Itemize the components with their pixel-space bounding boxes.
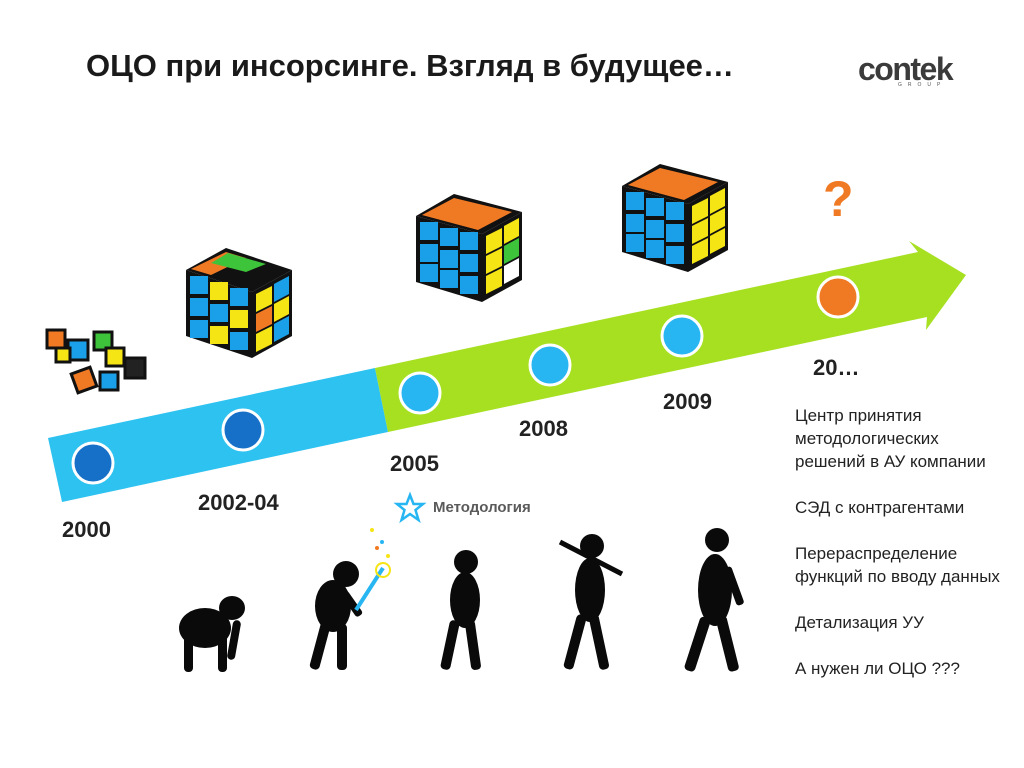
year-label-future: 20… xyxy=(813,355,860,380)
note-item: СЭД с контрагентами xyxy=(795,498,965,517)
silhouette-caveman xyxy=(558,534,624,670)
logo-word: contek xyxy=(858,51,954,87)
year-label-2005: 2005 xyxy=(390,451,439,476)
silhouette-wand-figure xyxy=(309,528,391,670)
year-label-2002-04: 2002-04 xyxy=(198,490,279,515)
silhouette-modern-human xyxy=(684,528,744,672)
logo-sub: GROUP xyxy=(898,82,947,88)
star-icon xyxy=(393,491,427,524)
year-label-2008: 2008 xyxy=(519,416,568,441)
silhouette-ape xyxy=(179,596,245,672)
node-2009 xyxy=(660,314,704,358)
question-mark: ? xyxy=(823,171,854,227)
note-item: Перераспределение функций по вводу данны… xyxy=(795,544,1000,586)
timeline-blue-band xyxy=(48,368,388,502)
node-future xyxy=(816,275,860,319)
slide-title: ОЦО при инсорсинге. Взгляд в будущее… xyxy=(86,48,734,83)
future-notes: Центр принятия методологических решений … xyxy=(795,404,1010,680)
node-2008 xyxy=(528,343,572,387)
note-item: Центр принятия методологических решений … xyxy=(795,406,986,471)
year-label-2000: 2000 xyxy=(62,517,111,542)
scattered-cube-pieces xyxy=(45,328,147,395)
cube-2009 xyxy=(622,164,728,272)
note-item: А нужен ли ОЦО ??? xyxy=(795,659,960,678)
methodology-label: Методология xyxy=(393,491,531,528)
node-2002-04 xyxy=(221,408,265,452)
methodology-text: Методология xyxy=(433,499,531,516)
node-2000 xyxy=(71,441,115,485)
contek-logo: contek GROUP xyxy=(858,50,968,100)
cube-2005 xyxy=(416,194,522,302)
silhouette-early-human xyxy=(440,550,481,670)
note-item: Детализация УУ xyxy=(795,613,924,632)
cube-2002-04 xyxy=(186,248,292,358)
node-2005 xyxy=(398,371,442,415)
year-label-2009: 2009 xyxy=(663,389,712,414)
evolution-silhouettes xyxy=(179,528,744,672)
